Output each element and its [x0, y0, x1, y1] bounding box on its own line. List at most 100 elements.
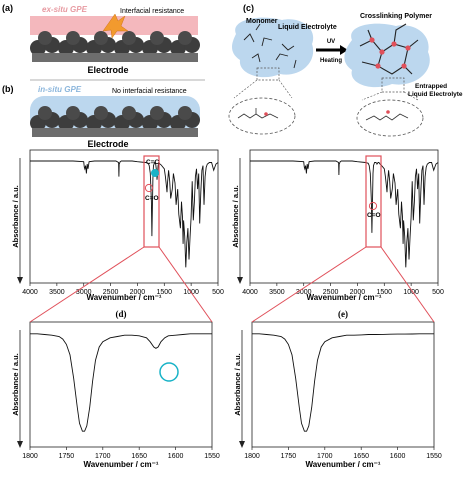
in-situ-gpe-label: in-situ GPE	[38, 85, 82, 94]
cc-annotation: C=C	[146, 159, 159, 166]
x-tick-label: 1650	[131, 453, 147, 460]
x-tick-label: 1800	[22, 453, 38, 460]
particle	[38, 31, 52, 45]
electrode-particles-b	[30, 106, 200, 131]
panel-b-label: (b)	[2, 84, 14, 94]
particle	[150, 106, 164, 120]
panel-b: (b) in-situ GPE No interfacial resistanc…	[2, 84, 200, 149]
particle	[66, 106, 80, 120]
x-tick-label: 2000	[350, 289, 366, 296]
x-tick-label: 3500	[269, 289, 285, 296]
particle	[38, 106, 52, 120]
y-axis-label: Absorbance / a.u.	[11, 185, 20, 248]
ftir-right-chart: 4000 3500 3000 2500 2000 1500 1000 500 Wavenumbe…	[231, 149, 444, 302]
liquid-electrolyte-label: Liquid Electrolyte	[278, 24, 337, 31]
y-axis-arrow-head	[237, 277, 243, 284]
monomer-label: Monomer	[246, 18, 278, 25]
ftir-zoom-d-chart: 1800 1750 1700 1650 1600 1550 Wavenumber / cm⁻…	[11, 321, 220, 469]
spectrum-line	[250, 160, 439, 268]
zoom-line-left-a	[29, 246, 145, 323]
zoom-line-right-a	[251, 246, 367, 323]
x-tick-label: 3000	[76, 289, 92, 296]
y-axis-label: Absorbance / a.u.	[231, 185, 240, 248]
x-tick-label: 500	[212, 289, 224, 296]
y-axis-arrow-head	[239, 441, 245, 448]
electrode-bar-b	[32, 128, 198, 137]
reaction-arrow-head	[340, 45, 348, 55]
x-tick-label: 1700	[317, 453, 333, 460]
highlight-box-left	[143, 155, 160, 248]
entrapped-label-2: Liquid Electrolyte	[408, 91, 463, 98]
x-tick-label: 1500	[156, 289, 172, 296]
electrode-bar-a	[32, 53, 198, 62]
entrapped-label-1: Entrapped	[415, 83, 447, 90]
x-tick-label: 1550	[204, 453, 220, 460]
ftir-left-chart: 4000350030002500200015001000500Wavenumbe…	[11, 149, 224, 302]
polymer-structure	[365, 113, 409, 121]
x-tick-label: 500	[432, 289, 444, 296]
co-annotation-right: C=O	[367, 212, 381, 219]
x-tick-label: 1650	[353, 453, 369, 460]
liquid-electrolyte-blob	[232, 17, 314, 78]
polymer-network-blob	[344, 23, 430, 88]
plot-frame	[29, 321, 213, 448]
y-axis-label: Absorbance / a.u.	[233, 353, 242, 416]
interfacial-resistance-label: Interfacial resistance	[120, 8, 184, 15]
co-marker-left	[144, 183, 154, 193]
oxygen-atom	[264, 112, 268, 116]
plot-frame	[251, 321, 435, 448]
cc-highlight-circle	[159, 362, 179, 382]
heating-label: Heating	[320, 58, 342, 64]
electrode-label-a: Electrode	[87, 65, 128, 75]
x-tick-label: 2500	[323, 289, 339, 296]
spectrum-line	[30, 160, 219, 268]
zoom-guide	[278, 79, 293, 99]
x-tick-label: 1700	[95, 453, 111, 460]
particle	[66, 31, 80, 45]
particle	[178, 106, 192, 120]
particle	[94, 31, 108, 45]
x-tick-label: 2000	[130, 289, 146, 296]
monomer-structure-ellipse	[228, 97, 296, 135]
spectrum-line	[30, 333, 212, 432]
x-tick-label: 3500	[49, 289, 65, 296]
x-tick-label: 3000	[296, 289, 312, 296]
x-tick-label: 4000	[22, 289, 38, 296]
x-axis-label: Wavenumber / cm⁻¹	[306, 293, 381, 302]
x-tick-label: 1800	[244, 453, 260, 460]
x-tick-label: 1500	[376, 289, 392, 296]
x-axis-label: Wavenumber / cm⁻¹	[83, 460, 158, 469]
cc-marker	[151, 169, 159, 177]
x-tick-label: 1600	[390, 453, 406, 460]
y-axis-label: Absorbance / a.u.	[11, 353, 20, 416]
monomer-structure	[237, 108, 279, 119]
zoom-guide	[403, 91, 419, 101]
particle	[122, 106, 136, 120]
particle	[178, 31, 192, 45]
co-marker-right	[368, 201, 378, 211]
crosslink-nodes	[369, 37, 411, 69]
x-tick-label: 2500	[103, 289, 119, 296]
ex-situ-gpe-label: ex-situ GPE	[42, 5, 88, 14]
x-tick-label: 1600	[168, 453, 184, 460]
x-tick-label: 1750	[281, 453, 297, 460]
x-tick-label: 1750	[59, 453, 75, 460]
zoom-guide	[233, 79, 258, 99]
ftir-zoom-e-chart: 1800 1750 1700 1650 1600 1550 Wavenumber / cm⁻…	[233, 321, 442, 469]
panel-a: (a) ex-situ GPE Interfacial resistance E…	[2, 3, 200, 75]
polymer-zoom-box	[381, 77, 405, 93]
zoom-guide	[361, 91, 383, 101]
y-axis-arrow-head	[17, 441, 23, 448]
x-axis-label: Wavenumber / cm⁻¹	[305, 460, 380, 469]
zoom-line-right-b	[380, 246, 435, 323]
x-tick-label: 4000	[242, 289, 258, 296]
co-annotation-left: C=O	[145, 195, 159, 202]
polymer-structure-ellipse	[356, 99, 424, 137]
crosslinking-polymer-label: Crosslinking Polymer	[360, 13, 432, 20]
resistance-burst-icon	[102, 13, 129, 39]
panel-c: (c) Monomer Liquid Electrolyte UV Heatin…	[228, 3, 463, 137]
x-tick-label: 1000	[403, 289, 419, 296]
monomer-zoom-box	[256, 67, 280, 81]
zoom-line-left-b	[158, 246, 213, 323]
oxygen-atom	[386, 110, 390, 114]
